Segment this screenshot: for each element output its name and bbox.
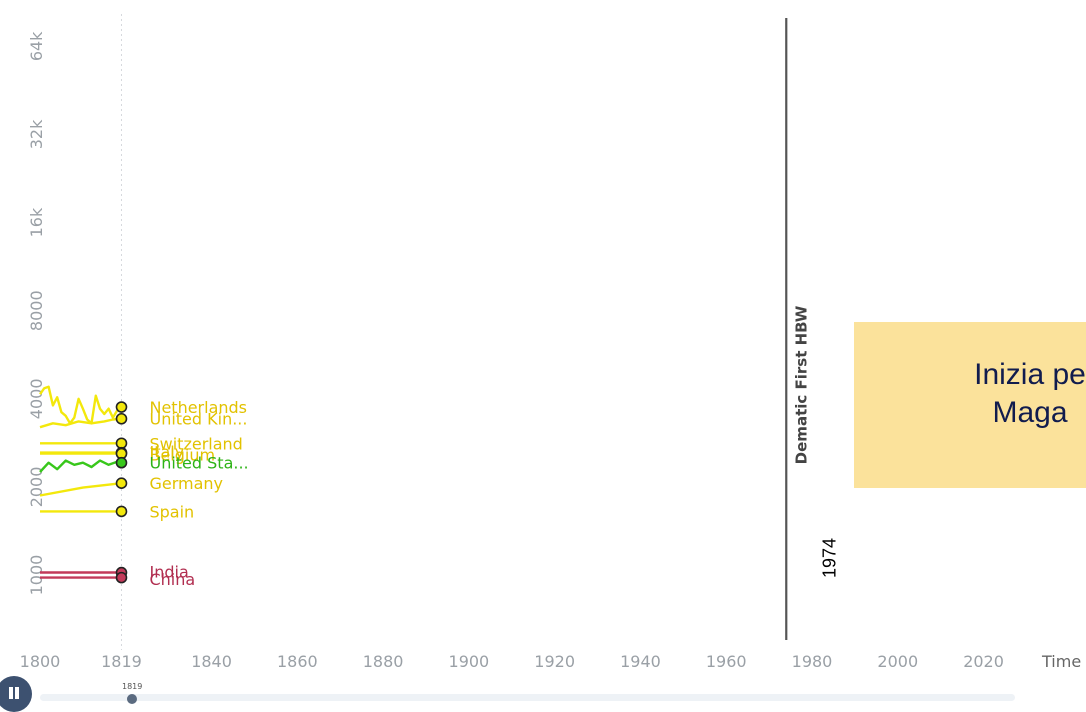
series-label: Spain bbox=[149, 502, 194, 521]
y-tick-label: 4000 bbox=[27, 378, 46, 419]
timeline-slider-handle[interactable] bbox=[127, 694, 137, 704]
x-tick-label: 1900 bbox=[449, 652, 490, 671]
x-tick-label: 1880 bbox=[363, 652, 404, 671]
y-tick-label: 64k bbox=[27, 31, 46, 61]
series-label: Belgium bbox=[149, 446, 215, 465]
y-tick-label: 32k bbox=[27, 119, 46, 149]
x-tick-label: 1800 bbox=[20, 652, 61, 671]
series-point[interactable] bbox=[115, 456, 128, 469]
y-tick-label: 8000 bbox=[27, 290, 46, 331]
series-label: United Sta... bbox=[149, 454, 248, 473]
x-tick-label: 1860 bbox=[277, 652, 318, 671]
callout-box: Inizia pe Maga bbox=[854, 322, 1086, 488]
series-lines bbox=[39, 385, 123, 579]
pause-icon bbox=[9, 687, 13, 699]
pause-button[interactable] bbox=[0, 676, 32, 712]
series-label: Netherlands bbox=[149, 398, 247, 417]
callout-line-1: Inizia pe bbox=[974, 358, 1086, 391]
series-line bbox=[39, 417, 122, 429]
series-point[interactable] bbox=[115, 571, 128, 584]
y-tick-label: 1000 bbox=[27, 555, 46, 596]
series-point[interactable] bbox=[115, 477, 128, 489]
annotation-year: 1974 bbox=[819, 538, 839, 578]
series-label: United Kin... bbox=[149, 410, 247, 429]
x-tick-label: 1920 bbox=[534, 652, 575, 671]
x-tick-label: 1840 bbox=[191, 652, 232, 671]
series-point[interactable] bbox=[115, 412, 128, 425]
y-axis-ticks: 1000 2000 4000 8000 16k 32k 64k bbox=[27, 31, 46, 596]
x-tick-label: 2000 bbox=[877, 652, 918, 671]
timeline-handle-label: 1819 bbox=[122, 682, 143, 691]
annotations: Dematic First HBW 1974 bbox=[785, 18, 839, 640]
y-tick-label: 2000 bbox=[27, 467, 46, 508]
timeline-slider-track[interactable] bbox=[40, 694, 1015, 701]
series-line bbox=[39, 385, 123, 425]
series-label: Germany bbox=[149, 474, 223, 493]
x-tick-label: 1940 bbox=[620, 652, 661, 671]
x-tick-label: 1819 bbox=[101, 652, 142, 671]
series-label: Switzerland bbox=[149, 434, 242, 453]
x-tick-label: 1980 bbox=[792, 652, 833, 671]
series-point[interactable] bbox=[115, 505, 128, 518]
series-label: China bbox=[149, 570, 195, 589]
series-line bbox=[39, 459, 122, 473]
callout-line-2: Maga bbox=[992, 396, 1068, 429]
y-tick-label: 16k bbox=[27, 207, 46, 237]
x-tick-label: 2020 bbox=[963, 652, 1004, 671]
x-axis-ticks: 1800 1819 1840 1860 1880 1900 1920 1940 1960 1980… bbox=[20, 652, 1004, 671]
callout-text: Inizia pe Maga bbox=[930, 356, 1086, 432]
x-axis-label: Time bbox=[1041, 652, 1081, 671]
pause-icon-bar bbox=[15, 687, 19, 699]
series-points bbox=[115, 401, 128, 584]
series-line bbox=[39, 482, 122, 497]
series-point[interactable] bbox=[115, 401, 128, 413]
series-label: India bbox=[149, 562, 188, 581]
annotation-label: Dematic First HBW bbox=[792, 305, 810, 464]
x-tick-label: 1960 bbox=[706, 652, 747, 671]
series-label: Italy bbox=[149, 443, 184, 462]
series-point[interactable] bbox=[115, 437, 128, 450]
